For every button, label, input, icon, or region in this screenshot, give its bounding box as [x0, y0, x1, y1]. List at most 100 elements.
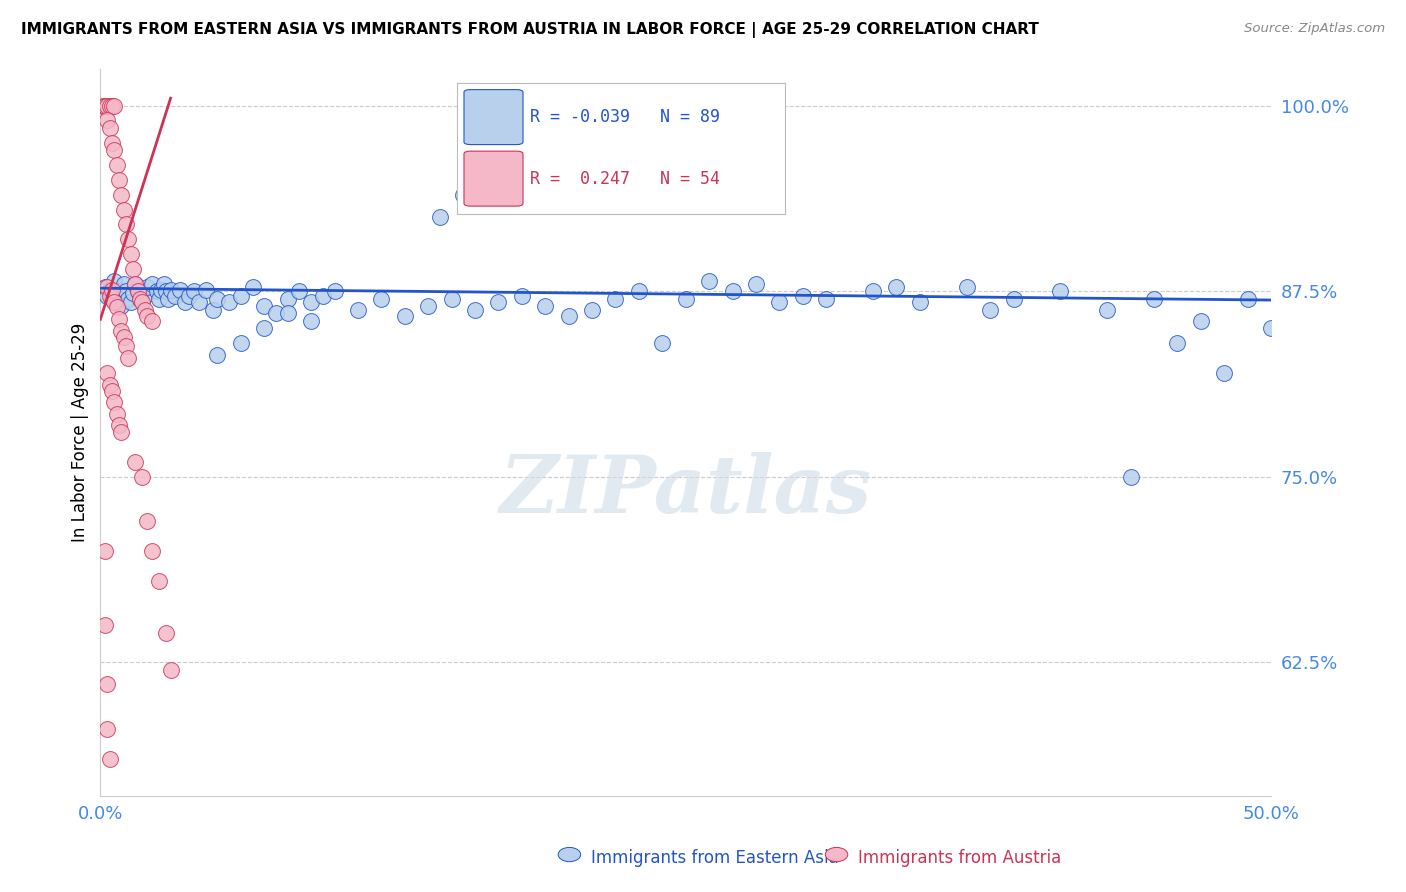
- Point: [557, 310, 579, 324]
- Point: [862, 284, 884, 298]
- Point: [136, 514, 159, 528]
- Text: Immigrants from Eastern Asia: Immigrants from Eastern Asia: [591, 849, 838, 867]
- Point: [157, 292, 180, 306]
- Point: [179, 288, 201, 302]
- Point: [117, 351, 139, 365]
- Point: [98, 98, 121, 112]
- Point: [1236, 292, 1258, 306]
- Point: [105, 407, 128, 421]
- Point: [115, 339, 138, 353]
- Point: [792, 288, 814, 302]
- Point: [347, 303, 370, 318]
- Point: [464, 303, 486, 318]
- Point: [886, 279, 908, 293]
- Point: [605, 292, 627, 306]
- Point: [453, 187, 475, 202]
- Point: [299, 294, 322, 309]
- Point: [108, 417, 131, 432]
- Point: [370, 292, 392, 306]
- Point: [108, 173, 131, 187]
- Point: [534, 299, 557, 313]
- Point: [112, 202, 135, 217]
- Point: [115, 284, 138, 298]
- Point: [127, 284, 149, 298]
- Point: [110, 425, 132, 439]
- Point: [110, 324, 132, 338]
- Point: [96, 113, 118, 128]
- Point: [98, 120, 121, 135]
- Point: [136, 310, 159, 324]
- Point: [115, 218, 138, 232]
- Point: [745, 277, 768, 291]
- Point: [96, 677, 118, 691]
- Point: [94, 544, 117, 558]
- Point: [956, 279, 979, 293]
- Point: [131, 283, 153, 297]
- Point: [96, 722, 118, 736]
- Point: [440, 292, 463, 306]
- Point: [486, 294, 509, 309]
- Point: [134, 288, 156, 302]
- Point: [112, 277, 135, 291]
- Point: [187, 294, 209, 309]
- Point: [98, 377, 121, 392]
- Point: [277, 292, 299, 306]
- Text: ZIPatlas: ZIPatlas: [499, 451, 872, 529]
- Point: [207, 348, 229, 362]
- Point: [242, 279, 264, 293]
- Point: [145, 284, 167, 298]
- Point: [1119, 469, 1142, 483]
- Point: [127, 284, 149, 298]
- Point: [112, 330, 135, 344]
- Point: [98, 283, 121, 297]
- Point: [148, 292, 170, 306]
- Point: [103, 143, 125, 157]
- Point: [979, 303, 1001, 318]
- Text: Source: ZipAtlas.com: Source: ZipAtlas.com: [1244, 22, 1385, 36]
- Point: [1166, 336, 1188, 351]
- Point: [651, 336, 673, 351]
- Point: [312, 288, 335, 302]
- Point: [98, 288, 121, 302]
- Point: [94, 279, 117, 293]
- Point: [253, 321, 276, 335]
- Point: [169, 283, 191, 297]
- Point: [101, 136, 124, 150]
- Point: [103, 395, 125, 409]
- Point: [1002, 292, 1025, 306]
- Point: [418, 299, 440, 313]
- Point: [94, 98, 117, 112]
- Point: [122, 285, 145, 300]
- Point: [155, 284, 177, 298]
- Point: [1049, 284, 1071, 298]
- Point: [122, 261, 145, 276]
- Point: [103, 294, 125, 309]
- Point: [299, 314, 322, 328]
- Point: [124, 277, 146, 291]
- Point: [581, 303, 603, 318]
- Point: [152, 277, 174, 291]
- Point: [129, 292, 152, 306]
- Point: [908, 294, 931, 309]
- Point: [141, 277, 163, 291]
- Point: [101, 283, 124, 297]
- Point: [264, 306, 287, 320]
- Point: [510, 288, 533, 302]
- Point: [94, 618, 117, 632]
- Point: [141, 544, 163, 558]
- Point: [124, 455, 146, 469]
- Point: [183, 284, 205, 298]
- Point: [201, 303, 224, 318]
- Y-axis label: In Labor Force | Age 25-29: In Labor Force | Age 25-29: [72, 323, 89, 541]
- Point: [277, 306, 299, 320]
- Point: [110, 299, 132, 313]
- Point: [141, 314, 163, 328]
- Point: [207, 292, 229, 306]
- Point: [165, 288, 187, 302]
- Point: [134, 303, 156, 318]
- Point: [96, 98, 118, 112]
- Point: [194, 283, 217, 297]
- Point: [768, 294, 790, 309]
- Point: [675, 292, 697, 306]
- Point: [120, 294, 142, 309]
